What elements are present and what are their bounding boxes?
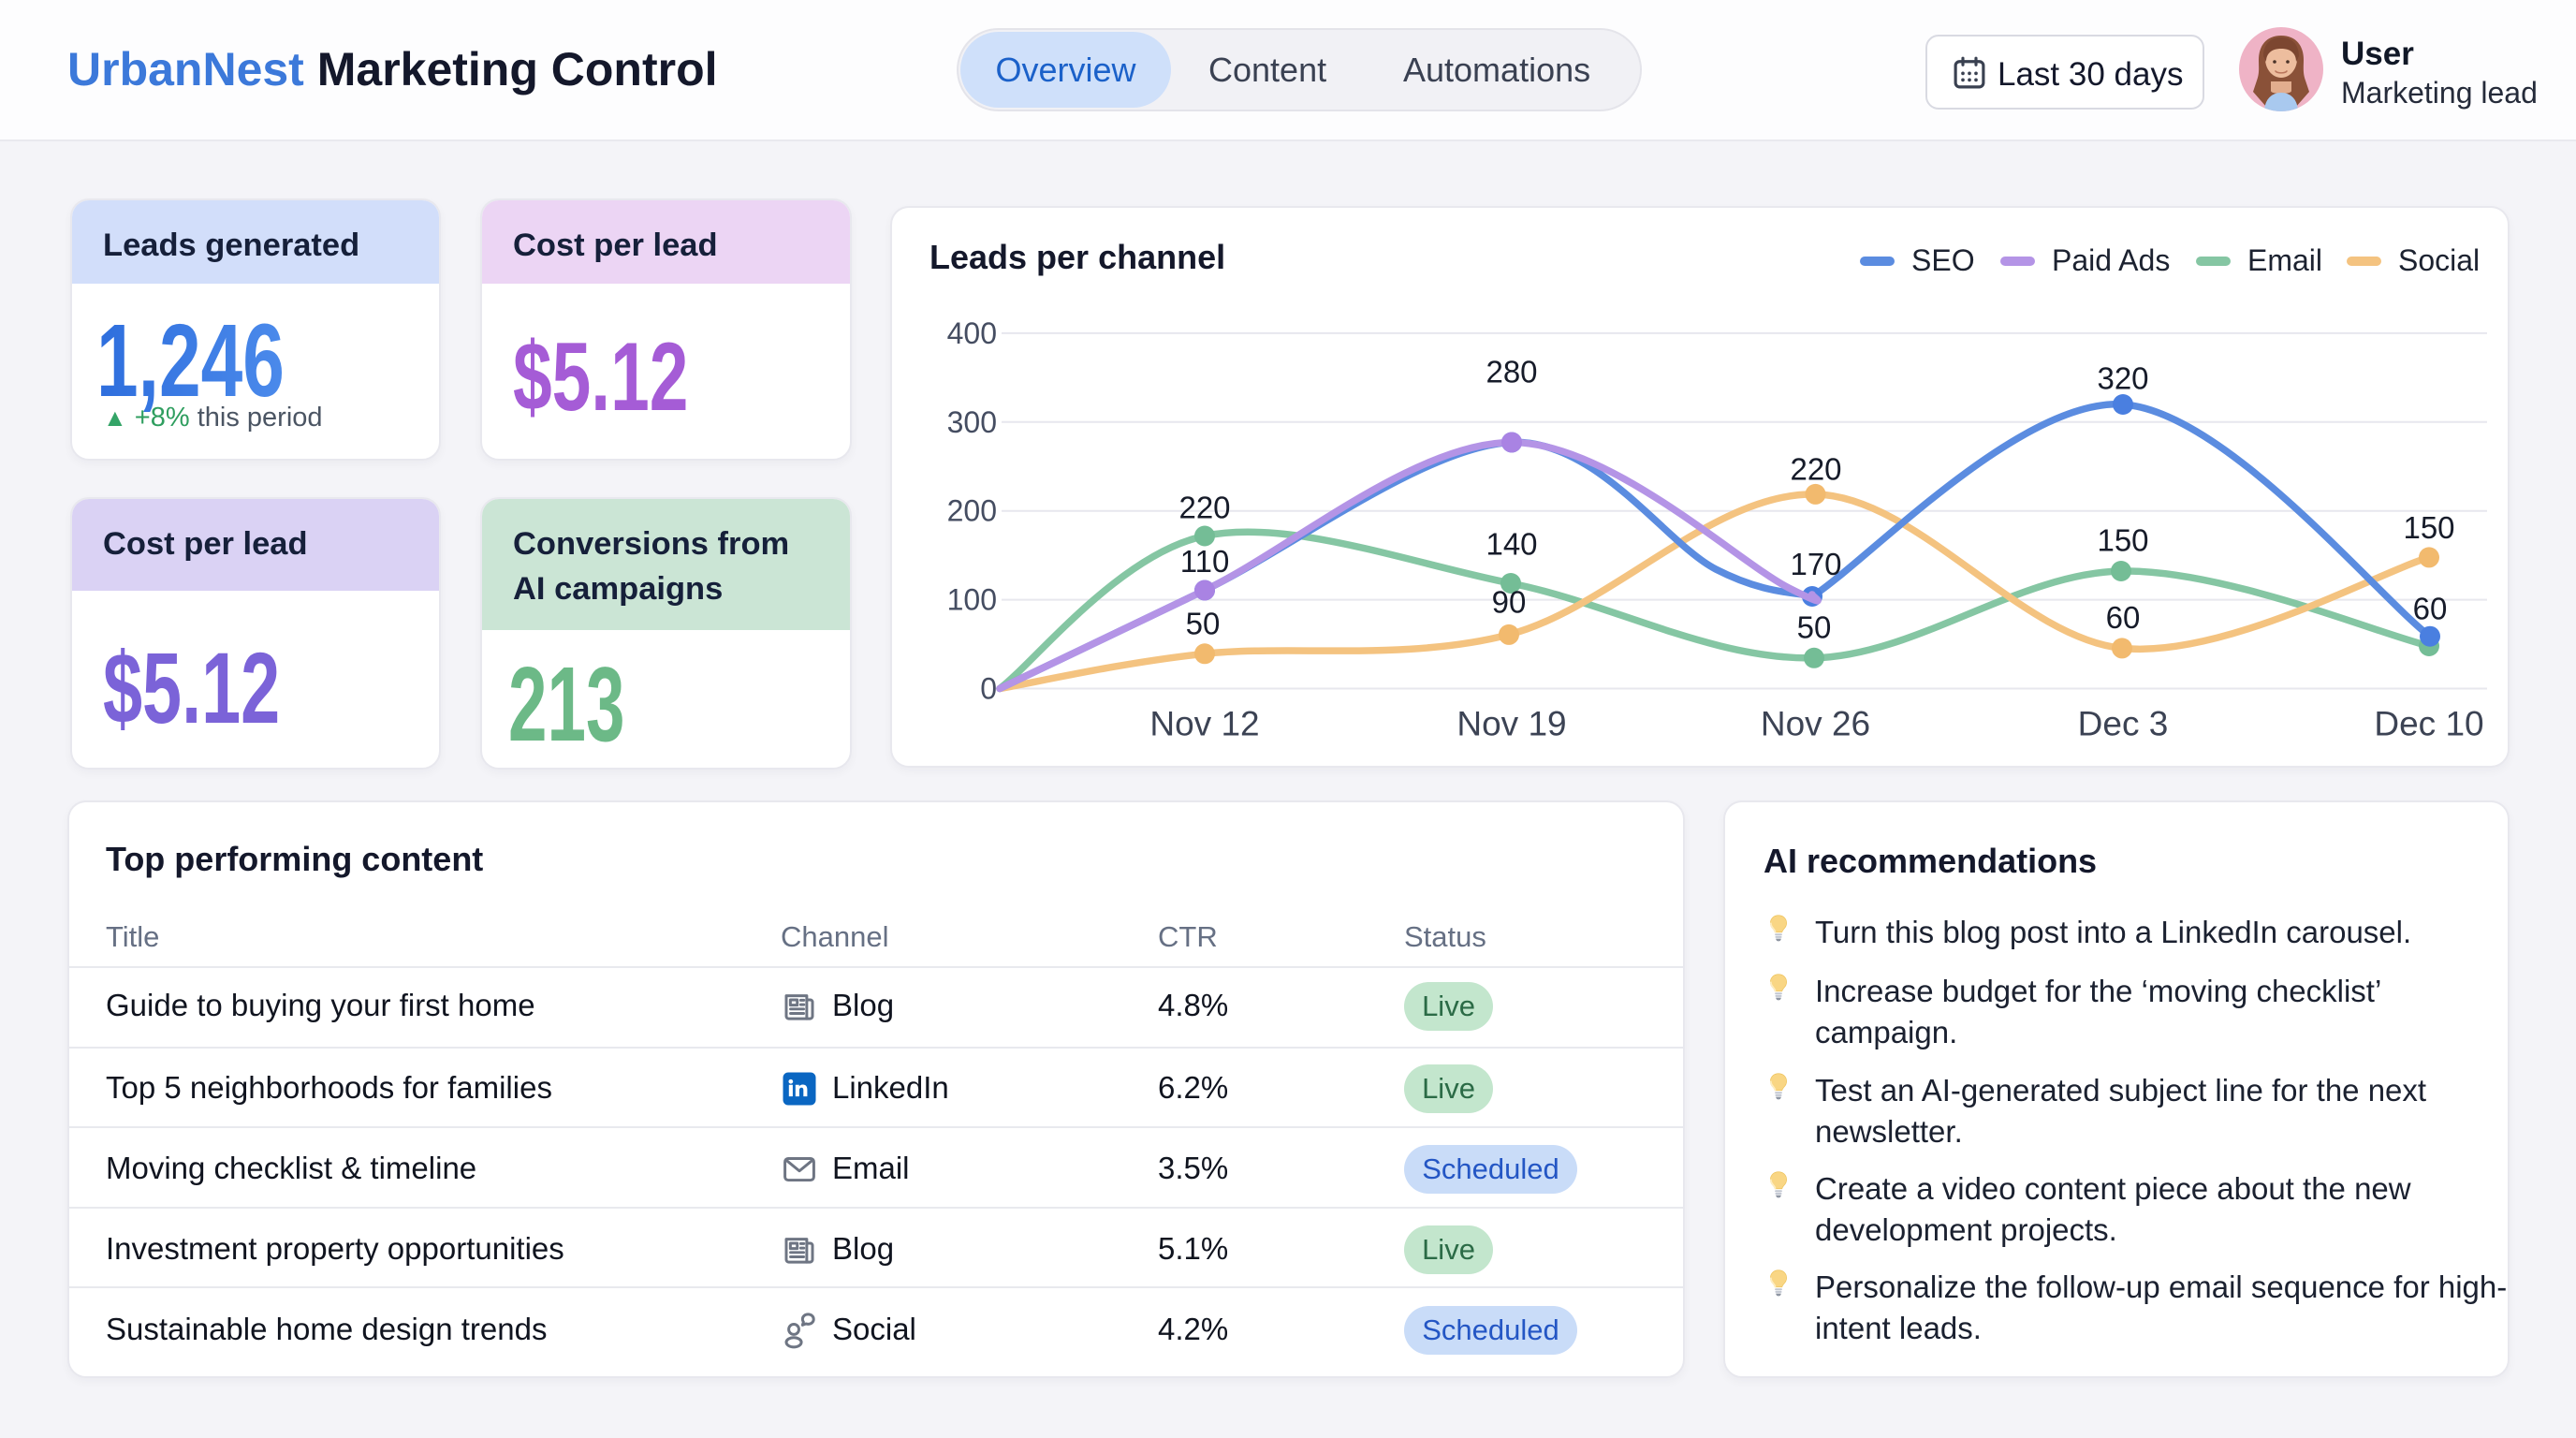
svg-text:0: 0 [980,672,997,706]
svg-text:220: 220 [1790,452,1841,487]
svg-text:300: 300 [947,405,997,439]
svg-text:Dec 3: Dec 3 [2078,705,2169,743]
svg-text:Nov 12: Nov 12 [1149,705,1259,743]
svg-text:110: 110 [1180,544,1230,579]
svg-text:320: 320 [2097,360,2148,395]
svg-text:60: 60 [2413,592,2448,626]
svg-text:50: 50 [1797,609,1832,644]
svg-text:200: 200 [947,494,997,528]
svg-text:170: 170 [1790,547,1841,581]
svg-text:Nov 26: Nov 26 [1761,705,1870,743]
svg-text:Nov 19: Nov 19 [1456,705,1566,743]
svg-text:50: 50 [1186,606,1221,640]
svg-text:60: 60 [2106,600,2141,635]
svg-text:Dec 10: Dec 10 [2374,705,2483,743]
svg-text:140: 140 [1486,527,1537,562]
svg-text:220: 220 [1178,491,1230,525]
svg-text:150: 150 [2403,510,2454,545]
svg-text:400: 400 [947,316,997,350]
svg-text:90: 90 [1492,585,1527,620]
svg-text:280: 280 [1486,355,1537,389]
svg-text:100: 100 [947,583,997,617]
svg-text:150: 150 [2097,523,2148,558]
